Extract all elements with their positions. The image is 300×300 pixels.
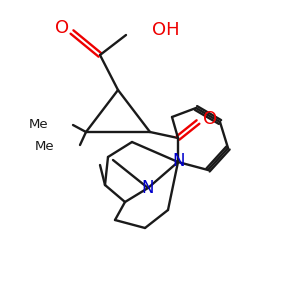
Text: OH: OH (152, 21, 180, 39)
Text: N: N (173, 152, 185, 170)
Text: O: O (203, 110, 217, 128)
Text: Me: Me (28, 118, 48, 131)
Text: O: O (55, 19, 69, 37)
Text: Me: Me (34, 140, 54, 154)
Text: N: N (142, 179, 154, 197)
